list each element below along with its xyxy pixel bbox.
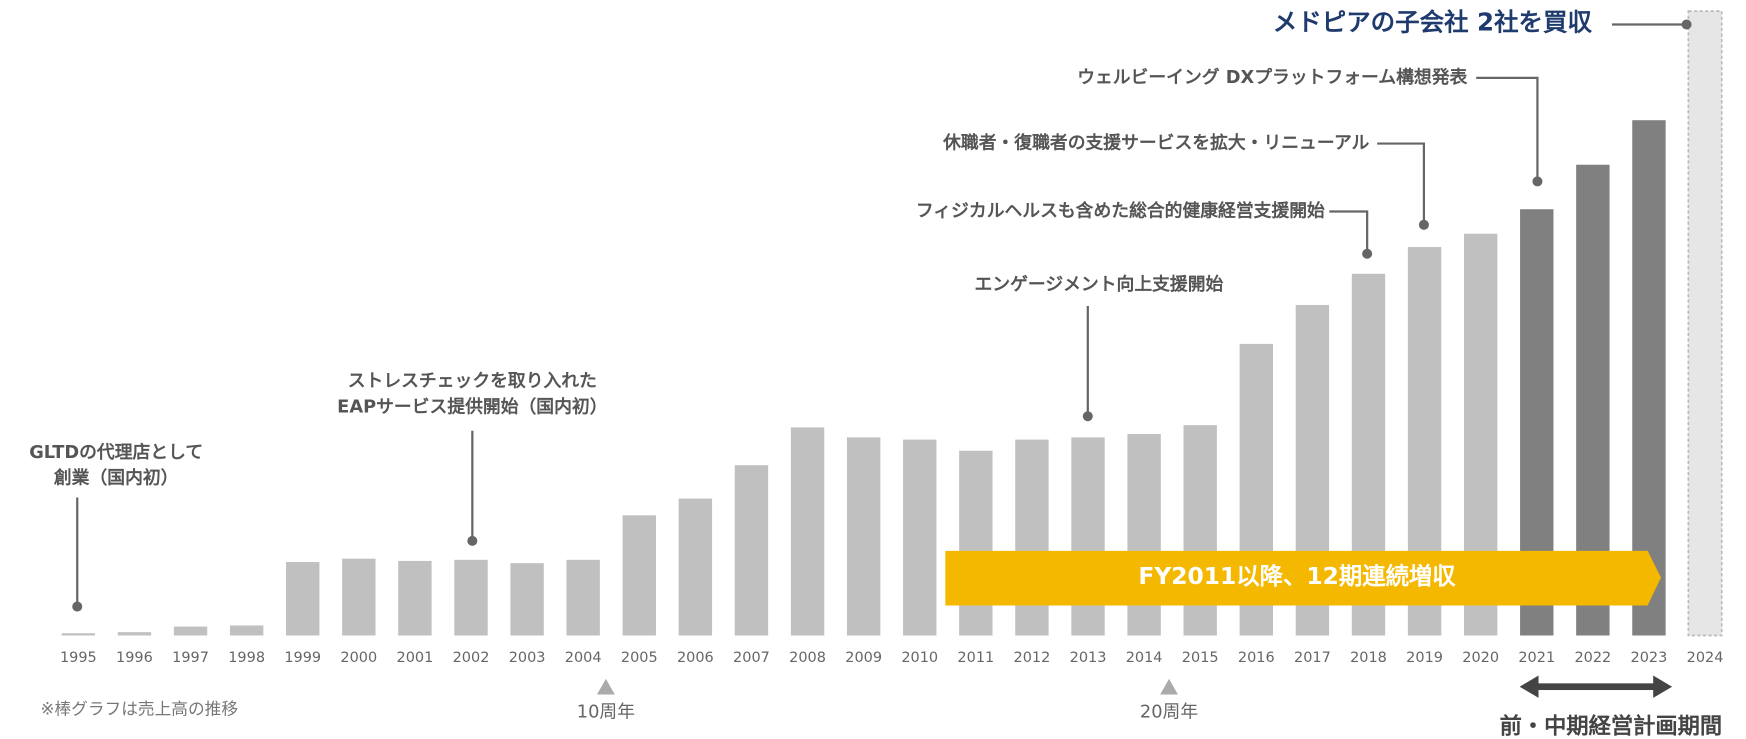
bar <box>454 559 488 636</box>
annotation: メドピアの子会社 2社を買収 <box>1273 7 1593 36</box>
x-tick-label: 2002 <box>453 650 490 666</box>
bar <box>1071 437 1105 636</box>
bar <box>510 563 544 636</box>
annotation: ストレスチェックを取り入れた <box>348 371 597 392</box>
x-tick-label: 2024 <box>1687 650 1724 666</box>
x-tick-label: 2023 <box>1631 650 1668 666</box>
x-tick-label: 2007 <box>733 650 770 666</box>
x-tick-label: 1998 <box>228 650 265 666</box>
bar <box>117 632 152 636</box>
x-tick-label: 1997 <box>172 650 209 666</box>
bar <box>566 559 600 636</box>
bar <box>959 450 993 636</box>
annotation: フィジカルヘルスも含めた総合的健康経営支援開始 <box>916 199 1325 221</box>
bar <box>61 633 96 636</box>
period-arrow <box>1519 675 1673 698</box>
x-tick-label: 2017 <box>1294 650 1331 666</box>
x-tick-label: 2009 <box>845 650 882 666</box>
x-tick-label: 2020 <box>1462 650 1499 666</box>
dots <box>72 19 1692 612</box>
x-tick-label: 2016 <box>1238 650 1275 666</box>
milestone: 10周年 <box>577 701 635 722</box>
x-tick-label: 1996 <box>116 650 153 666</box>
x-tick-label: 2015 <box>1182 650 1219 666</box>
milestone: 20周年 <box>1140 701 1198 722</box>
leaders <box>76 23 1687 607</box>
bar <box>173 626 208 636</box>
bar <box>622 515 656 636</box>
x-tick-label: 2011 <box>957 650 994 666</box>
period-label: 前・中期経営計画期間 <box>1500 712 1723 739</box>
x-tick-label: 2021 <box>1518 650 1555 666</box>
banner-text: FY2011以降、12期連続増収 <box>1138 562 1456 590</box>
bar <box>398 560 432 636</box>
bar <box>678 498 713 636</box>
x-tick-label: 2005 <box>621 650 658 666</box>
x-tick-label: 2018 <box>1350 650 1387 666</box>
x-tick-label: 2004 <box>565 650 602 666</box>
x-tick-label: 2003 <box>509 650 546 666</box>
x-tick-label: 2012 <box>1014 650 1051 666</box>
x-tick-label: 1995 <box>60 650 97 666</box>
x-tick-label: 2019 <box>1406 650 1443 666</box>
banner-arrow <box>945 550 1661 606</box>
x-tick-label: 2014 <box>1126 650 1163 666</box>
x-tick-label: 1999 <box>284 650 321 666</box>
x-tick-label: 2022 <box>1574 650 1611 666</box>
x-tick-label: 2010 <box>901 650 938 666</box>
bar <box>1687 10 1723 637</box>
bar <box>342 558 376 636</box>
x-tick-label: 2008 <box>789 650 826 666</box>
bar <box>846 437 881 636</box>
bar <box>734 465 769 636</box>
x-tick-label: 2000 <box>340 650 377 666</box>
bar <box>1015 439 1049 636</box>
bar <box>1632 120 1666 636</box>
triangle <box>1160 678 1178 695</box>
bar <box>790 427 825 636</box>
annotation: 創業（国内初） <box>53 467 179 489</box>
x-tick-label: 2013 <box>1070 650 1107 666</box>
x-tick-label: 2001 <box>397 650 434 666</box>
annotation: EAPサービス提供開始（国内初） <box>337 395 607 417</box>
triangle <box>596 678 615 695</box>
annotation: エンゲージメント向上支援開始 <box>975 273 1224 295</box>
x-tick-label: 2006 <box>677 650 714 666</box>
note: ※棒グラフは売上高の推移 <box>41 700 239 719</box>
bar <box>229 625 264 636</box>
annotation: 休職者・復職者の支援サービスを拡大・リニューアル <box>942 132 1369 154</box>
annotation: ウェルビーイング DXプラットフォーム構想発表 <box>1077 66 1467 88</box>
bar <box>286 562 320 636</box>
annotation: GLTDの代理店として <box>29 441 203 463</box>
bar <box>903 439 937 636</box>
